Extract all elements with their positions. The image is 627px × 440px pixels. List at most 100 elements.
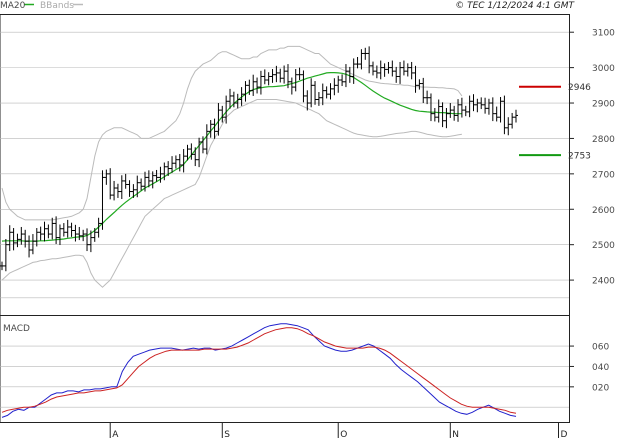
price-bar xyxy=(104,169,109,185)
price-bar xyxy=(305,90,310,111)
price-bar xyxy=(359,49,364,70)
x-tick-label: A xyxy=(112,430,119,440)
x-tick-label: D xyxy=(561,430,568,440)
price-bar xyxy=(475,98,480,113)
price-bar xyxy=(293,69,298,92)
resistance-level-label: 2946 xyxy=(568,83,591,93)
price-bar xyxy=(374,65,379,79)
price-bar xyxy=(173,155,178,169)
price-bar xyxy=(216,103,221,136)
price-bar xyxy=(459,97,464,118)
price-bar xyxy=(19,226,24,245)
price-y-tick-label: 2900 xyxy=(592,100,615,110)
price-levels: 2946 2753 xyxy=(519,83,591,162)
price-bar xyxy=(54,216,59,244)
price-bar xyxy=(285,64,290,89)
price-bar xyxy=(228,88,233,109)
price-bar xyxy=(258,70,263,95)
price-bar xyxy=(498,97,503,123)
price-bar xyxy=(386,61,391,74)
ma20-legend-label: MA20 xyxy=(0,1,26,11)
price-y-tick-label: 2800 xyxy=(592,135,615,145)
price-bar xyxy=(417,79,422,90)
price-bar xyxy=(324,86,329,99)
price-y-tick-label: 3000 xyxy=(592,64,615,74)
price-bar xyxy=(313,81,318,105)
price-bar xyxy=(92,228,97,242)
price-bar xyxy=(150,171,155,189)
price-bar xyxy=(189,143,194,160)
price-bar xyxy=(506,117,511,136)
price-bar xyxy=(30,234,35,255)
price-bar xyxy=(7,225,12,252)
price-bar xyxy=(371,61,376,76)
price-bar xyxy=(119,175,124,199)
price-bar xyxy=(347,66,352,83)
price-bar xyxy=(479,97,484,110)
price-bar xyxy=(224,95,229,124)
price-bar xyxy=(398,61,403,84)
price-bar xyxy=(463,105,468,117)
price-bar xyxy=(274,65,279,83)
price-y-tick-label: 2500 xyxy=(592,241,615,251)
macd-gridlines xyxy=(0,345,569,408)
macd-y-tick-label: 060 xyxy=(592,343,609,353)
price-bar xyxy=(162,162,167,181)
copyright-stamp: © TEC 1/12/2024 4:1 GMT xyxy=(455,1,575,11)
price-bar xyxy=(204,124,209,155)
price-bar xyxy=(38,226,43,241)
price-bar xyxy=(239,87,244,106)
price-panel-frame xyxy=(0,14,570,316)
bbands-legend-label: BBands xyxy=(40,1,74,11)
support-level-label: 2753 xyxy=(568,152,591,162)
price-bar xyxy=(444,107,449,129)
price-bar xyxy=(166,161,171,176)
price-bar xyxy=(158,166,163,183)
price-bar xyxy=(65,219,70,238)
price-bar xyxy=(490,97,495,122)
price-bar xyxy=(170,156,175,173)
price-bar xyxy=(50,217,55,240)
price-bar xyxy=(146,170,151,188)
price-bar xyxy=(471,94,476,112)
price-bar xyxy=(282,65,287,84)
macd-y-tick-label: 020 xyxy=(592,383,609,393)
price-bar xyxy=(27,235,32,258)
price-bar xyxy=(135,175,140,198)
price-bar xyxy=(301,70,306,103)
price-bar xyxy=(401,60,406,76)
price-bars xyxy=(0,46,518,272)
price-bar xyxy=(367,46,372,74)
price-bar xyxy=(0,261,4,271)
price-bar xyxy=(378,60,383,80)
price-bar xyxy=(413,65,418,93)
price-bar xyxy=(131,184,136,198)
price-bar xyxy=(363,47,368,60)
price-bar xyxy=(15,233,20,248)
price-bar xyxy=(42,221,47,242)
price-bar xyxy=(61,223,66,237)
price-bar xyxy=(316,92,321,106)
price-bar xyxy=(270,69,275,83)
price-bar xyxy=(255,77,260,94)
price-bar xyxy=(320,83,325,106)
price-bar xyxy=(251,74,256,96)
price-bar xyxy=(494,106,499,122)
price-bar xyxy=(3,239,8,272)
price-bar xyxy=(405,63,410,77)
price-bar xyxy=(514,109,518,123)
price-bar xyxy=(343,64,348,88)
price-bar xyxy=(100,170,105,230)
price-bar xyxy=(432,107,437,122)
price-bar xyxy=(243,81,248,102)
price-bar xyxy=(340,74,345,87)
price-bar xyxy=(332,78,337,96)
price-y-tick-label: 2600 xyxy=(592,206,615,216)
price-bar xyxy=(425,90,430,105)
price-bar xyxy=(297,67,302,81)
price-bar xyxy=(112,180,117,201)
price-bar xyxy=(235,93,240,109)
price-bar xyxy=(278,68,283,83)
bband-lower-line xyxy=(1,99,462,288)
price-bar xyxy=(177,154,182,172)
